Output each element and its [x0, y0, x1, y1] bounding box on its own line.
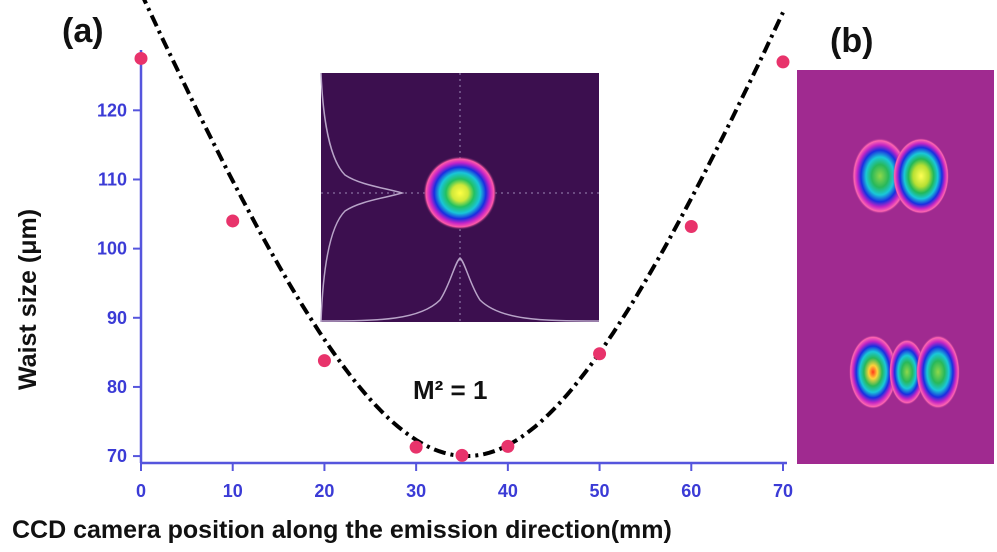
x-tick-label: 10	[223, 481, 243, 501]
y-axis-ticks: 70 80 90 100 110 120	[97, 100, 141, 466]
y-tick-label: 70	[107, 446, 127, 466]
x-tick-label: 50	[590, 481, 610, 501]
beam-profile-inset	[320, 72, 600, 323]
y-tick-label: 100	[97, 239, 127, 259]
data-point	[684, 219, 698, 233]
y-axis-title: Waist size (μm)	[14, 209, 42, 390]
data-point	[134, 51, 148, 65]
data-point	[593, 347, 607, 361]
x-axis-title: CCD camera position along the emission d…	[12, 516, 672, 544]
y-tick-label: 120	[97, 100, 127, 120]
x-tick-label: 20	[314, 481, 334, 501]
panel-label-a: (a)	[62, 12, 104, 50]
three-lobe-mode-center-lobe	[889, 339, 925, 405]
x-tick-label: 60	[681, 481, 701, 501]
x-axis-ticks: 0 10 20 30 40 50 60 70	[136, 463, 793, 501]
two-lobe-mode	[852, 138, 949, 214]
two-lobe-mode-left-lobe	[852, 138, 908, 214]
inset-beam-spot	[423, 156, 497, 230]
three-lobe-mode	[849, 335, 960, 409]
three-lobe-mode-left-lobe	[849, 335, 897, 409]
data-point	[317, 354, 331, 368]
y-tick-label: 80	[107, 377, 127, 397]
two-lobe-mode-right-lobe	[893, 138, 949, 214]
three-lobe-mode-right-lobe	[916, 335, 960, 409]
x-tick-label: 0	[136, 481, 146, 501]
inset-horizontal-profile-curve	[320, 257, 600, 322]
mode-images-panel-b	[797, 70, 994, 464]
data-point	[226, 214, 240, 228]
inset-vertical-profile-curve	[320, 72, 405, 323]
data-point	[455, 448, 469, 462]
panel-b-background	[797, 70, 994, 464]
x-tick-label: 30	[406, 481, 426, 501]
x-tick-label: 40	[498, 481, 518, 501]
m-squared-annotation: M² = 1	[413, 375, 487, 405]
axes	[139, 50, 787, 465]
x-tick-label: 70	[773, 481, 793, 501]
data-point	[501, 439, 515, 453]
y-tick-label: 110	[98, 169, 127, 189]
panel-label-b: (b)	[830, 22, 873, 60]
data-point	[776, 55, 790, 69]
y-tick-label: 90	[107, 308, 127, 328]
data-point	[409, 440, 423, 454]
data-points	[134, 51, 790, 462]
